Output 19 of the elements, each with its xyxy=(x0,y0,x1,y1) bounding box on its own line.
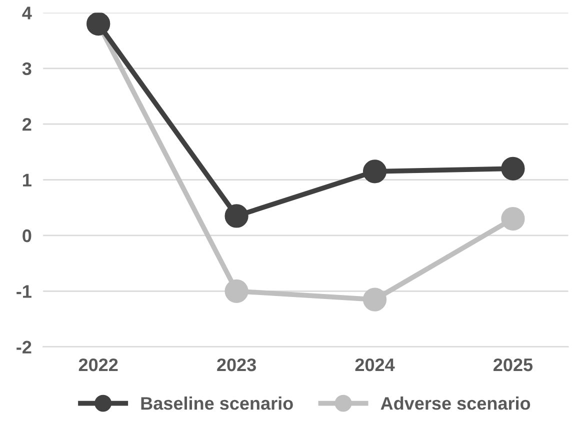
point xyxy=(224,204,248,228)
point xyxy=(362,160,387,184)
x-tick-label: 2025 xyxy=(494,358,533,372)
legend-label: Adverse scenario xyxy=(380,396,530,410)
y-tick-label: 1 xyxy=(23,174,32,186)
y-tick-label: 4 xyxy=(22,6,32,20)
y-tick-label: -2 xyxy=(16,340,32,354)
y-tick-label: 0 xyxy=(22,229,32,242)
x-tick-label: 2022 xyxy=(78,358,118,372)
point xyxy=(224,279,248,303)
point xyxy=(501,156,525,180)
point xyxy=(501,206,525,231)
x-tick-label: 2024 xyxy=(355,358,395,372)
y-tick-label: -1 xyxy=(16,285,32,298)
point xyxy=(362,288,387,312)
x-tick-label: 2023 xyxy=(217,358,256,372)
y-tick-label: 2 xyxy=(22,118,32,131)
y-tick-label: 3 xyxy=(22,62,32,76)
legend-label: Baseline scenario xyxy=(141,396,293,410)
